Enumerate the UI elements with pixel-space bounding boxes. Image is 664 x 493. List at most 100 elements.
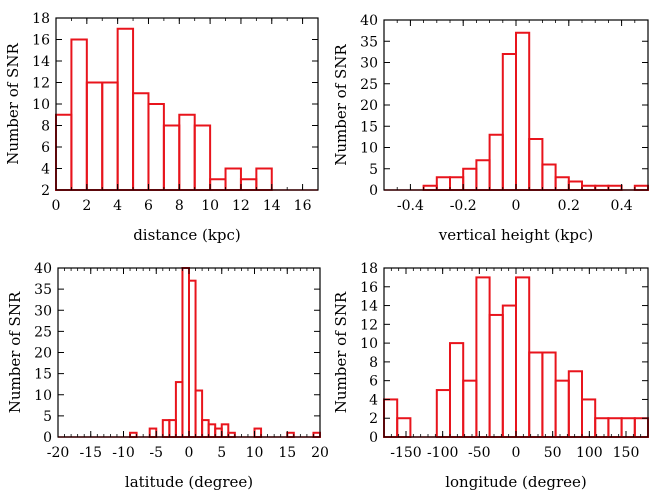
- histogram-bar: [515, 276, 531, 438]
- y-tick-label: 4: [369, 392, 378, 408]
- y-tick-label: 0: [369, 183, 378, 199]
- x-tick-label: 0.4: [610, 198, 632, 214]
- y-tick-label: 35: [34, 282, 52, 298]
- histogram-bar: [435, 176, 451, 191]
- histogram-bar: [541, 163, 557, 191]
- histogram-bar: [594, 417, 610, 439]
- y-tick-label: 18: [360, 261, 378, 277]
- y-tick-label: 15: [34, 367, 52, 383]
- y-tick-label: 5: [369, 162, 378, 178]
- y-tick-label: 12: [360, 317, 378, 333]
- y-tick-label: 25: [34, 324, 52, 340]
- x-tick-label: -0.2: [450, 198, 477, 214]
- histogram-bar: [581, 398, 597, 439]
- y-axis-title: Number of SNR: [332, 44, 350, 166]
- histogram-bar: [162, 124, 181, 191]
- x-axis-title: longitude (degree): [445, 473, 587, 491]
- histogram-bar: [475, 159, 491, 191]
- x-tick-label: -5: [149, 445, 163, 461]
- y-tick-label: 10: [360, 336, 378, 352]
- y-tick-label: 8: [369, 355, 378, 371]
- x-tick-label: 6: [144, 198, 153, 214]
- histogram-bar: [253, 427, 263, 438]
- x-tick-label: -10: [112, 445, 135, 461]
- x-axis-title: latitude (degree): [125, 473, 253, 491]
- y-tick-label: 30: [360, 56, 378, 72]
- x-tick-label: 0: [185, 445, 194, 461]
- x-tick-label: 10: [246, 445, 264, 461]
- x-tick-label: 15: [278, 445, 296, 461]
- x-tick-label: 20: [311, 445, 329, 461]
- histogram-bar: [515, 31, 531, 191]
- y-tick-label: 40: [34, 261, 52, 277]
- x-tick-label: 16: [294, 198, 312, 214]
- histogram-bar: [70, 38, 88, 191]
- histogram-bar: [116, 27, 135, 191]
- histogram-bar: [449, 342, 465, 438]
- y-tick-label: 14: [360, 299, 378, 315]
- y-tick-label: 20: [360, 98, 378, 114]
- y-tick-label: 30: [34, 303, 52, 319]
- histogram-bar: [396, 417, 412, 439]
- histogram-bar: [132, 92, 150, 191]
- y-tick-label: 16: [32, 33, 50, 49]
- x-tick-label: -50: [468, 445, 491, 461]
- histogram-bar: [148, 427, 158, 438]
- chart-panel-2: -0.4 -0.2 0 0.2 0.4 0 5 10 15 20 25 30 35 40 vertical …: [332, 13, 649, 244]
- x-tick-label: 150: [613, 445, 640, 461]
- y-tick-label: 0: [369, 430, 378, 446]
- histogram-bar: [239, 178, 258, 191]
- y-tick-label: 40: [360, 13, 378, 29]
- x-axis-title: distance (kpc): [133, 226, 241, 244]
- x-tick-label: 14: [263, 198, 281, 214]
- histogram-bar: [255, 167, 273, 191]
- histogram-bar: [85, 81, 104, 191]
- histogram-bar: [541, 351, 557, 438]
- histogram-bar: [501, 53, 517, 191]
- x-tick-label: 50: [544, 445, 562, 461]
- histogram-bar: [607, 417, 623, 439]
- x-tick-label: 0: [512, 445, 521, 461]
- histogram-bar: [554, 176, 570, 191]
- x-tick-label: 2: [82, 198, 91, 214]
- y-tick-label: 10: [360, 141, 378, 157]
- x-tick-label: -15: [79, 445, 102, 461]
- histogram-bar: [55, 113, 73, 191]
- y-tick-label: 0: [43, 430, 52, 446]
- x-tick-label: -0.4: [397, 198, 424, 214]
- histogram-bar: [528, 138, 544, 191]
- x-tick-label: 0: [52, 198, 61, 214]
- histogram-bar: [501, 304, 517, 438]
- y-tick-label: 10: [32, 97, 50, 113]
- y-axis-title: Number of SNR: [4, 43, 22, 165]
- y-tick-label: 5: [43, 409, 52, 425]
- x-tick-label: 4: [113, 198, 122, 214]
- histogram-bar: [620, 417, 636, 439]
- histogram-bar: [462, 167, 478, 191]
- x-tick-label: 5: [217, 445, 226, 461]
- histogram-bar: [209, 178, 227, 191]
- x-tick-label: 8: [175, 198, 184, 214]
- histogram-bar: [567, 370, 583, 438]
- histogram-bar: [475, 276, 491, 438]
- y-tick-label: 12: [32, 76, 50, 92]
- y-tick-label: 10: [34, 388, 52, 404]
- y-tick-label: 15: [360, 119, 378, 135]
- histogram-bar: [178, 113, 196, 191]
- histogram-bar: [633, 417, 649, 439]
- histogram-bar: [462, 379, 478, 438]
- histogram-bar: [449, 176, 465, 191]
- x-tick-label: 12: [232, 198, 250, 214]
- y-tick-label: 2: [41, 183, 50, 199]
- y-axis-title: Number of SNR: [6, 291, 24, 413]
- y-tick-label: 20: [34, 346, 52, 362]
- chart-panel-3: -20 -15 -10 -5 0 5 10 15 20 0 5 10 15 20 25 30 35 40 latit…: [6, 261, 329, 491]
- histogram-bar: [554, 379, 570, 438]
- y-tick-label: 25: [360, 77, 378, 93]
- plot-frame: [55, 17, 319, 191]
- histogram-bar: [528, 351, 544, 438]
- y-tick-label: 4: [41, 162, 50, 178]
- histogram-bar: [488, 313, 504, 439]
